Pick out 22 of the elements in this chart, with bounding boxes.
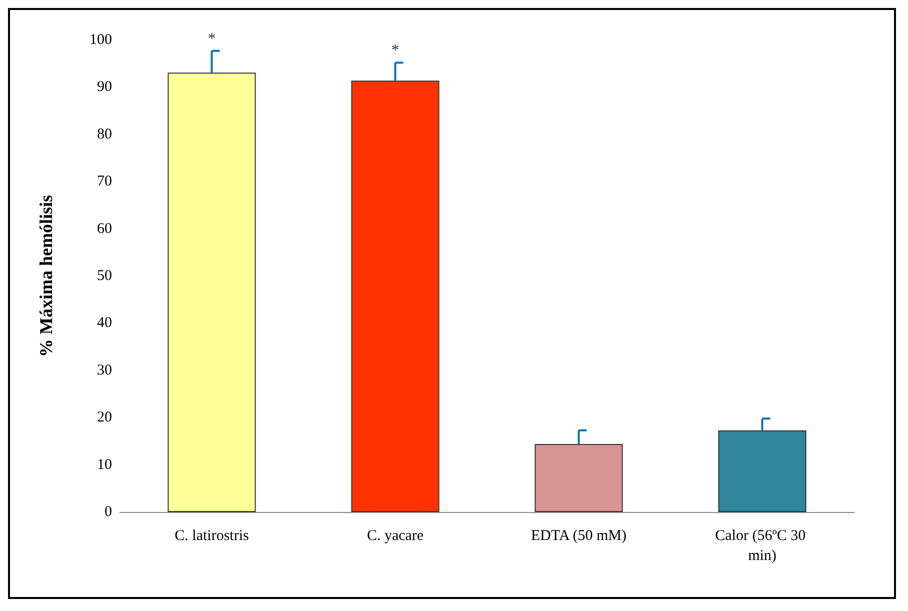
y-tick-label: 60	[97, 220, 112, 237]
annotation: *	[208, 30, 216, 48]
bar	[718, 430, 806, 512]
x-tick-label: C. latirostris	[174, 528, 249, 544]
y-tick-label: 70	[97, 174, 112, 190]
y-tick-label: 0	[104, 504, 112, 520]
bar	[168, 72, 256, 512]
y-tick-label: 10	[97, 456, 112, 473]
y-axis-title: % Máxima hemólisis	[36, 195, 56, 357]
y-tick-label: 50	[97, 268, 112, 284]
y-tick-label: 20	[97, 410, 112, 426]
x-tick-label: C. yacare	[366, 528, 424, 544]
bar	[351, 80, 440, 512]
y-tick-label: 80	[97, 126, 112, 142]
bar	[534, 444, 623, 512]
annotation: *	[391, 42, 400, 60]
y-tick-label: 100	[90, 32, 112, 48]
x-tick-label: EDTA (50 mM)	[531, 528, 626, 544]
y-tick-label: 40	[97, 315, 112, 332]
x-tick-label: Calor (56ºC 30 min)	[715, 528, 810, 564]
y-tick-label: 30	[97, 362, 112, 378]
y-tick-label: 90	[97, 79, 112, 96]
